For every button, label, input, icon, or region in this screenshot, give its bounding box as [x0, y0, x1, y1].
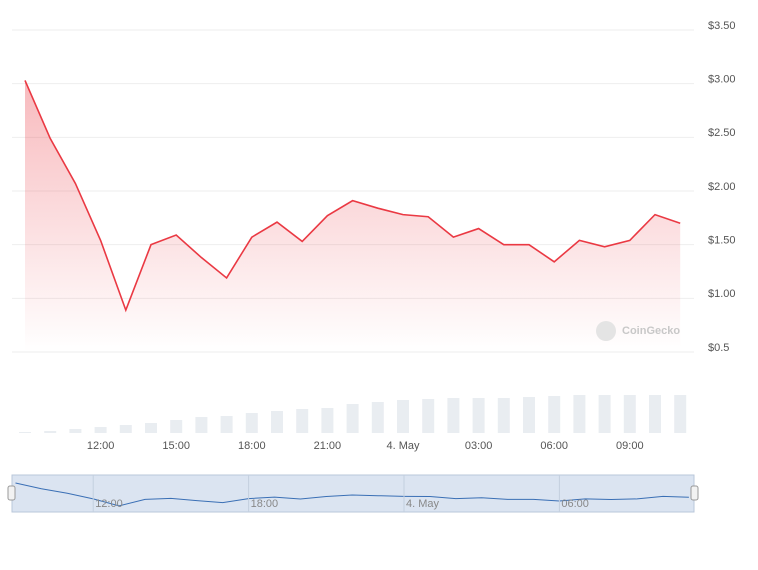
- x-tick-label: 21:00: [314, 440, 342, 452]
- x-tick-label: 15:00: [162, 440, 190, 452]
- y-tick-label: $1.00: [708, 288, 736, 300]
- x-tick-label: 18:00: [238, 440, 266, 452]
- y-tick-label: $1.50: [708, 235, 736, 247]
- x-tick-label: 4. May: [386, 440, 420, 452]
- volume-bar: [296, 409, 309, 433]
- area-fill: [25, 80, 681, 353]
- volume-bar: [623, 395, 636, 433]
- volume-bar: [220, 416, 233, 433]
- x-tick-label: 03:00: [465, 440, 493, 452]
- volume-bar: [321, 408, 334, 433]
- volume-bar: [397, 400, 409, 433]
- volume-bar: [346, 404, 359, 433]
- volume-bar: [145, 423, 157, 433]
- volume-bar: [598, 395, 611, 433]
- y-tick-label: $0.5: [708, 342, 729, 354]
- volume-bar: [44, 431, 57, 433]
- watermark-logo: [596, 321, 616, 341]
- x-tick-label: 12:00: [87, 440, 115, 452]
- x-tick-label: 06:00: [540, 440, 568, 452]
- y-tick-label: $3.00: [708, 74, 736, 86]
- volume-bar: [69, 429, 82, 433]
- volume-bar: [573, 395, 586, 433]
- volume-bar: [649, 395, 661, 433]
- volume-bar: [447, 398, 460, 433]
- volume-bar: [271, 411, 283, 433]
- volume-bar: [371, 402, 384, 433]
- y-tick-label: $2.50: [708, 127, 736, 139]
- watermark: CoinGecko: [622, 325, 680, 337]
- y-tick-label: $2.00: [708, 181, 736, 193]
- navigator-label: 12:00: [95, 498, 123, 510]
- navigator-label: 18:00: [251, 498, 279, 510]
- volume-bar: [195, 417, 208, 433]
- volume-bar: [472, 398, 485, 433]
- navigator-label: 06:00: [561, 498, 589, 510]
- volume-bar: [119, 425, 132, 433]
- volume-bar: [674, 395, 687, 433]
- price-line: [24, 80, 681, 313]
- x-tick-label: 09:00: [616, 440, 644, 452]
- navigator-handle[interactable]: [690, 485, 699, 501]
- volume-bar: [245, 413, 258, 433]
- volume-bar: [19, 432, 31, 433]
- navigator-label: 4. May: [406, 498, 440, 510]
- navigator-line: [15, 482, 689, 507]
- volume-bar: [422, 399, 435, 433]
- navigator-handle[interactable]: [7, 485, 16, 501]
- volume-bar: [497, 398, 510, 433]
- volume-bar: [94, 427, 107, 433]
- volume-bar: [523, 397, 535, 433]
- y-tick-label: $3.50: [708, 20, 736, 32]
- volume-bar: [170, 420, 183, 433]
- volume-bar: [548, 396, 561, 433]
